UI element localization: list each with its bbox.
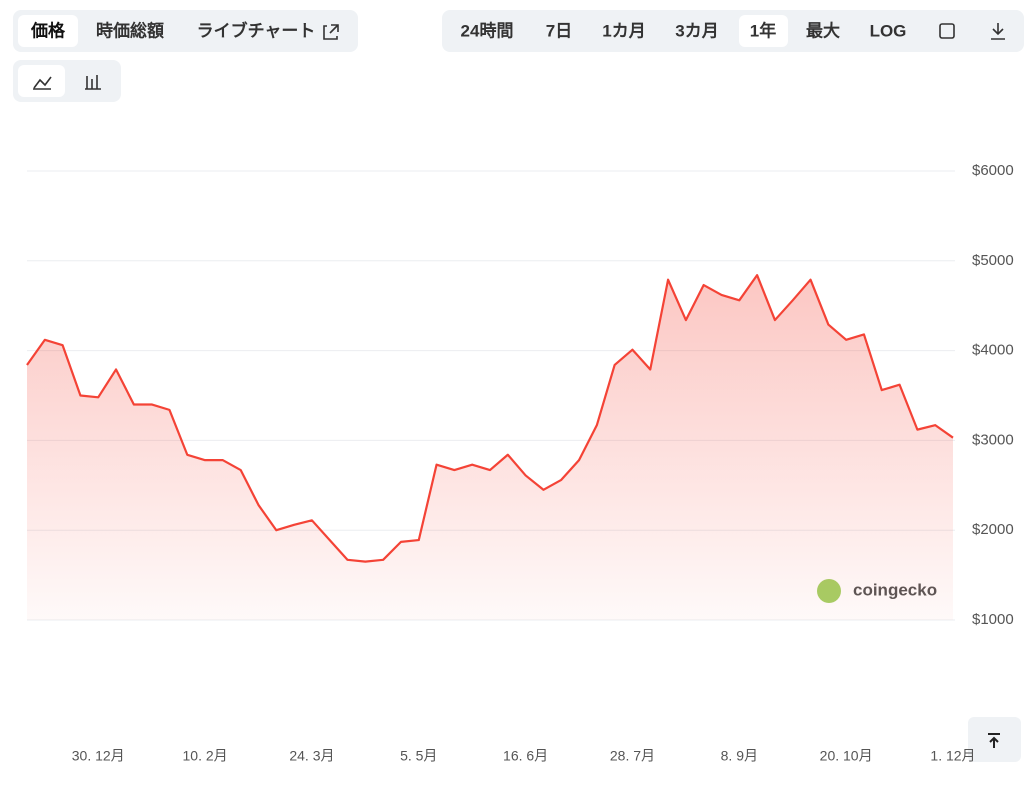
x-tick-label: 1. 12月 [930,748,975,764]
x-tick-label: 30. 12月 [72,748,125,764]
range[interactable]: 7日 [546,21,572,40]
tab-group [13,10,358,52]
x-tick-label: 16. 6月 [503,748,548,764]
price-line [26,274,954,563]
y-tick-label: $1000 [972,611,1014,628]
calendar-icon[interactable] [939,23,955,39]
x-tick-label: 8. 9月 [721,748,758,764]
range[interactable]: 24時間 [461,20,514,40]
x-tick-label: 20. 10月 [820,748,873,764]
y-tick-label: $4000 [972,342,1014,359]
range[interactable]: 1年 [750,20,776,40]
x-tick-label: 5. 5月 [400,748,437,764]
range[interactable]: 3カ月 [675,21,718,40]
download-icon[interactable] [991,23,1005,40]
range[interactable]: LOG [870,21,907,40]
tab[interactable]: 時価総額 [96,20,164,40]
range[interactable]: 最大 [806,20,840,40]
candle-icon [85,75,101,90]
external-icon [323,24,339,40]
x-tick-label: 24. 3月 [289,748,334,764]
line-icon [33,76,52,90]
tab-selected[interactable] [18,15,78,47]
y-tick-label: $3000 [972,431,1014,448]
x-tick-label: 10. 2月 [183,748,228,764]
range-group [442,10,1024,52]
arrow-up [988,733,1000,748]
y-tick-label: $2000 [972,521,1014,538]
area-fill [27,275,953,620]
tab[interactable]: 価格 [30,20,66,40]
range-selected[interactable] [739,15,788,47]
y-tick-label: $6000 [972,162,1014,179]
tab[interactable]: ライブチャート [197,20,316,40]
y-tick-label: $5000 [972,252,1014,269]
x-tick-label: 28. 7月 [610,748,655,764]
range[interactable]: 1カ月 [602,21,645,40]
